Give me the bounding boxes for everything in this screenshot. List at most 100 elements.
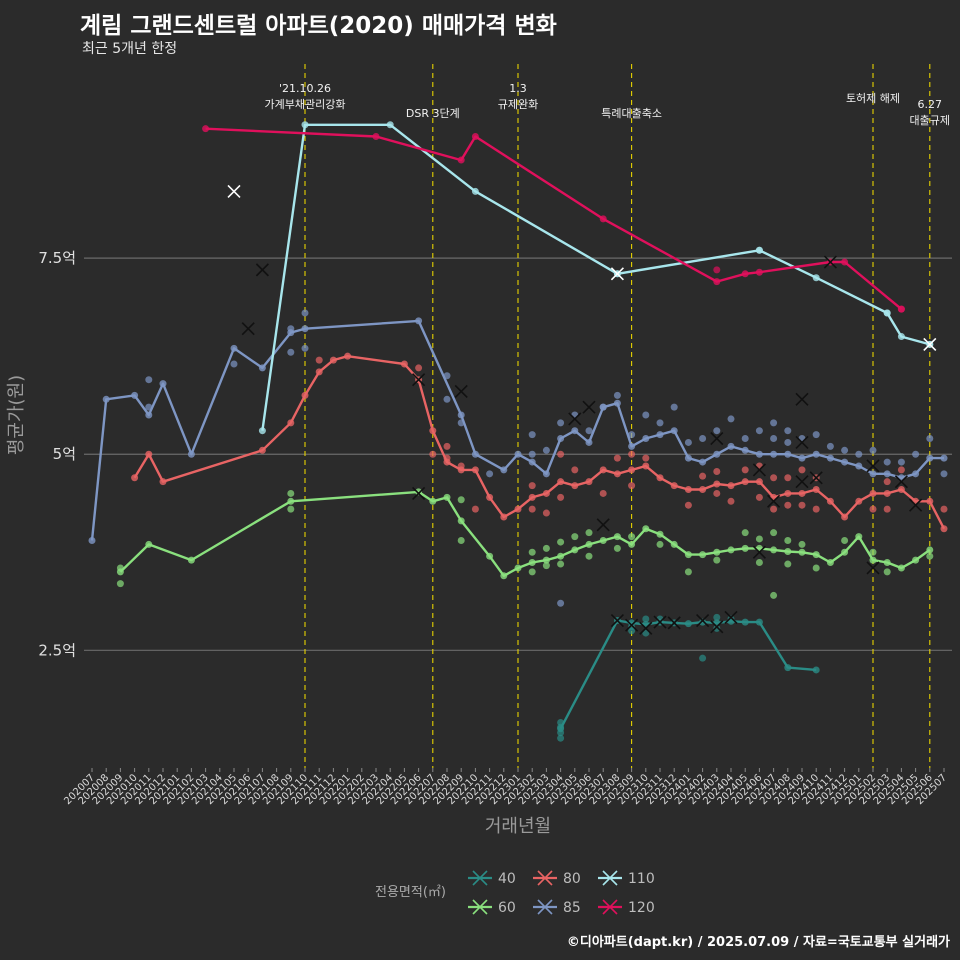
series-60-point bbox=[457, 496, 465, 504]
series-85-point bbox=[301, 309, 309, 317]
series-85-point bbox=[755, 427, 763, 435]
series-80-point bbox=[642, 454, 650, 462]
series-60-point bbox=[784, 560, 792, 568]
series-85-cross-marker-stroke bbox=[894, 475, 908, 489]
series-120-point bbox=[202, 125, 210, 133]
series-60-point bbox=[713, 556, 721, 564]
legend-item-120: 120 bbox=[598, 899, 655, 916]
y-axis-label: 평균가(원) bbox=[6, 375, 27, 455]
series-60-point bbox=[585, 552, 593, 560]
series-85-point bbox=[542, 446, 550, 454]
series-120-cross-marker bbox=[823, 255, 837, 269]
series-85-point bbox=[741, 435, 749, 443]
series-40-cross-marker-stroke bbox=[625, 618, 639, 632]
series-60-cross-marker-stroke bbox=[412, 486, 426, 501]
series-80-point bbox=[528, 482, 536, 490]
series-60-point bbox=[812, 564, 820, 572]
series-85-point bbox=[869, 446, 877, 454]
event-label: DSR 3단계 bbox=[406, 107, 460, 120]
series-80-point bbox=[628, 450, 636, 458]
series-60-point bbox=[287, 489, 295, 497]
series-85-point bbox=[287, 348, 295, 356]
series-85-point bbox=[613, 391, 621, 399]
series-110-cross-marker-stroke bbox=[227, 184, 241, 198]
series-60-point bbox=[869, 548, 877, 556]
event-label: 6.27 bbox=[918, 98, 943, 111]
series-85-cross-marker bbox=[710, 431, 724, 446]
series-40-cross-marker bbox=[610, 613, 624, 628]
series-80-cross-marker-stroke bbox=[767, 494, 781, 508]
series-60-point bbox=[741, 529, 749, 537]
series-85-cross-marker-stroke bbox=[710, 431, 724, 446]
legend-item-60: 60 bbox=[468, 899, 516, 916]
series-80-point bbox=[940, 505, 948, 513]
series-85-point bbox=[826, 442, 834, 450]
series-60-cross-marker-stroke bbox=[596, 518, 610, 532]
series-60-point bbox=[684, 568, 692, 576]
series-85-cross-marker bbox=[894, 475, 908, 489]
event-label: '21.10.26 bbox=[279, 82, 331, 95]
series-60-point bbox=[542, 544, 550, 552]
series-80-point bbox=[599, 489, 607, 497]
series-40-cross-marker-stroke bbox=[639, 621, 653, 635]
series-60-point bbox=[557, 560, 565, 568]
series-85-cross-marker bbox=[454, 384, 468, 399]
series-60-point bbox=[770, 529, 778, 537]
x-axis-label: 거래년월 bbox=[485, 816, 551, 837]
series-80-point bbox=[684, 501, 692, 509]
series-110-line bbox=[261, 123, 931, 431]
series-80-point bbox=[557, 493, 565, 501]
series-110-cross-marker-stroke bbox=[923, 337, 937, 351]
series-85-point bbox=[784, 427, 792, 435]
series-85-cross-marker-stroke bbox=[568, 412, 582, 426]
legend-swatch-cross bbox=[472, 899, 488, 915]
series-40-cross-marker-stroke bbox=[696, 613, 710, 628]
series-80-point bbox=[571, 466, 579, 474]
series-60-point bbox=[784, 537, 792, 545]
chart-subtitle: 최근 5개년 한정 bbox=[82, 41, 178, 57]
series-85-cross-marker bbox=[795, 392, 809, 406]
y-tick-label: 5억 bbox=[53, 445, 76, 463]
series-85-cross-marker-stroke bbox=[795, 392, 809, 406]
series-80-point bbox=[713, 467, 721, 475]
series-85-cross-marker bbox=[866, 459, 880, 473]
series-85-point bbox=[841, 446, 849, 454]
series-60-point bbox=[571, 533, 579, 541]
series-85-point bbox=[528, 431, 536, 439]
series-40-cross-marker bbox=[724, 610, 738, 624]
series-85-point bbox=[770, 435, 778, 443]
legend-label: 80 bbox=[563, 871, 581, 887]
series-120-cross-marker bbox=[255, 263, 269, 277]
series-60-point bbox=[841, 537, 849, 545]
legend-item-80: 80 bbox=[533, 870, 581, 887]
series-85-point bbox=[784, 438, 792, 446]
series-80-cross-marker bbox=[795, 475, 809, 489]
series-40-point bbox=[642, 629, 650, 637]
series-80-cross-marker bbox=[767, 494, 781, 508]
series-110-cross-marker bbox=[923, 337, 937, 351]
series-60-cross-marker bbox=[596, 518, 610, 532]
series-80-point bbox=[613, 454, 621, 462]
series-60-cross-marker-stroke bbox=[752, 545, 766, 559]
series-80-point bbox=[542, 509, 550, 517]
legend-label: 120 bbox=[628, 900, 655, 916]
series-60-point bbox=[457, 537, 465, 545]
series-85-point bbox=[301, 344, 309, 352]
series-85-cross-marker-stroke bbox=[582, 400, 596, 414]
series-40-cross-marker-stroke bbox=[724, 610, 738, 624]
series-120-point bbox=[713, 266, 721, 274]
event-label: 대출규제 bbox=[910, 114, 950, 127]
series-80-point bbox=[557, 450, 565, 458]
series-110-cross-marker bbox=[610, 267, 624, 281]
legend-label: 40 bbox=[498, 871, 516, 887]
series-85-point bbox=[88, 537, 96, 545]
series-85-point bbox=[727, 415, 735, 423]
series-120-cross-marker-stroke bbox=[255, 263, 269, 277]
series-80-cross-marker-stroke bbox=[795, 475, 809, 489]
series-40-cross-marker bbox=[639, 621, 653, 635]
series-80-point bbox=[741, 466, 749, 474]
series-40-cross-marker-stroke bbox=[710, 620, 724, 634]
series-40-cross-marker-stroke bbox=[667, 616, 681, 630]
series-60-point bbox=[528, 568, 536, 576]
